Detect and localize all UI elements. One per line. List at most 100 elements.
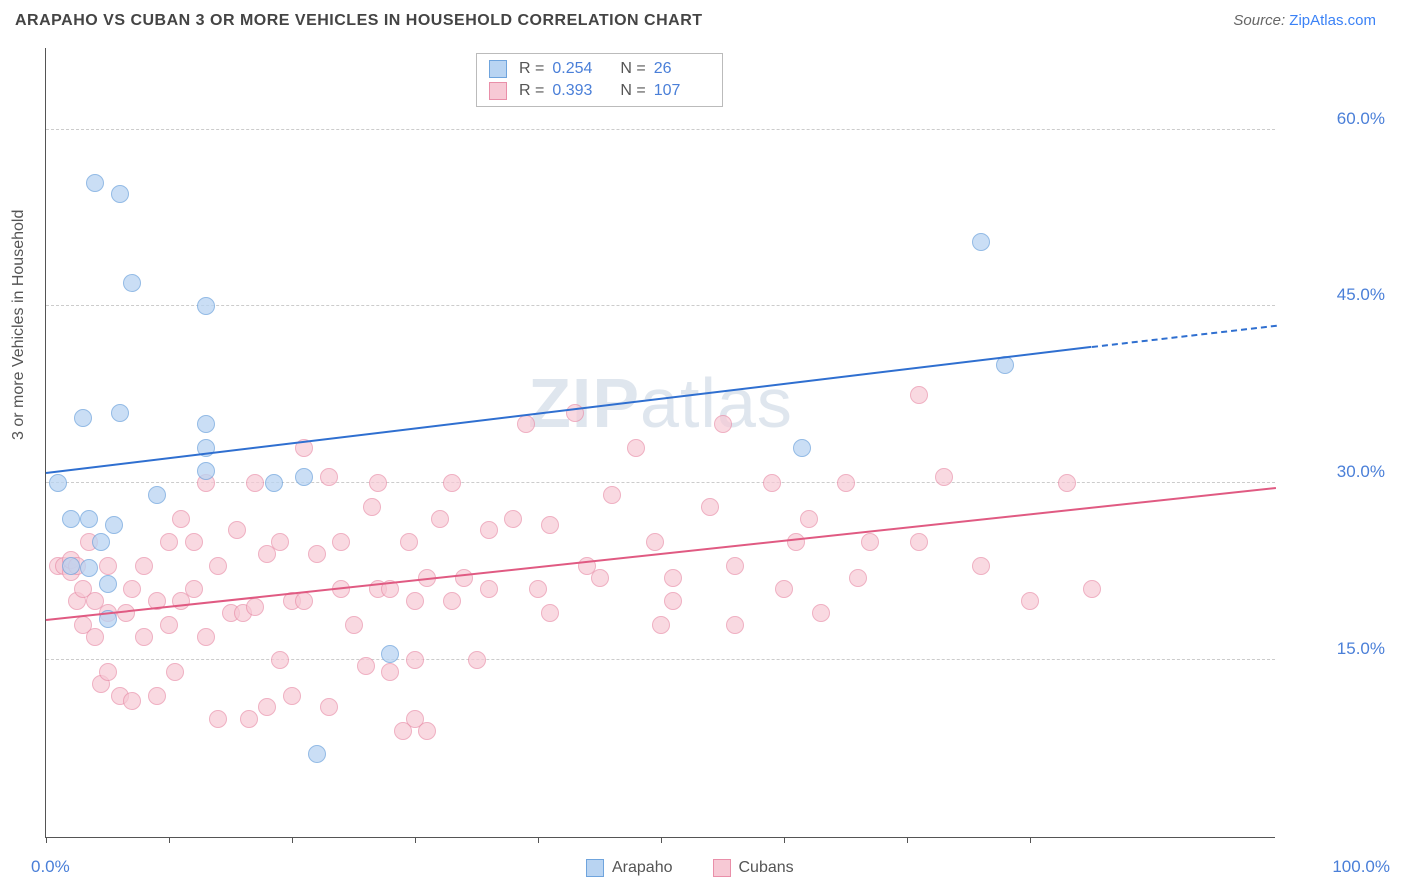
data-point-arapaho	[197, 415, 215, 433]
data-point-arapaho	[49, 474, 67, 492]
data-point-cubans	[935, 468, 953, 486]
data-point-cubans	[345, 616, 363, 634]
data-point-cubans	[228, 521, 246, 539]
data-point-cubans	[837, 474, 855, 492]
data-point-arapaho	[148, 486, 166, 504]
source-prefix: Source:	[1233, 12, 1289, 29]
x-tick	[661, 837, 662, 843]
data-point-cubans	[283, 687, 301, 705]
data-point-cubans	[517, 415, 535, 433]
data-point-arapaho	[265, 474, 283, 492]
y-tick-label: 30.0%	[1285, 462, 1385, 482]
data-point-arapaho	[80, 510, 98, 528]
data-point-cubans	[357, 657, 375, 675]
gridline	[46, 129, 1275, 130]
data-point-cubans	[271, 533, 289, 551]
data-point-cubans	[166, 663, 184, 681]
data-point-cubans	[308, 545, 326, 563]
data-point-cubans	[504, 510, 522, 528]
data-point-cubans	[209, 557, 227, 575]
data-point-cubans	[123, 580, 141, 598]
swatch-arapaho	[489, 60, 507, 78]
data-point-cubans	[209, 710, 227, 728]
n-value-cubans: 107	[654, 82, 710, 100]
n-label: N =	[620, 60, 645, 78]
data-point-cubans	[381, 663, 399, 681]
data-point-cubans	[763, 474, 781, 492]
data-point-cubans	[652, 616, 670, 634]
x-tick	[784, 837, 785, 843]
legend-item-cubans: Cubans	[713, 859, 794, 877]
correlation-legend: R = 0.254 N = 26 R = 0.393 N = 107	[476, 53, 723, 107]
data-point-cubans	[240, 710, 258, 728]
data-point-cubans	[591, 569, 609, 587]
data-point-arapaho	[105, 516, 123, 534]
data-point-arapaho	[111, 404, 129, 422]
data-point-cubans	[787, 533, 805, 551]
data-point-cubans	[775, 580, 793, 598]
data-point-cubans	[443, 474, 461, 492]
data-point-cubans	[910, 386, 928, 404]
data-point-arapaho	[62, 557, 80, 575]
x-tick	[1030, 837, 1031, 843]
x-min-label: 0.0%	[31, 857, 70, 877]
trend-line	[46, 487, 1276, 621]
data-point-arapaho	[197, 297, 215, 315]
y-tick-label: 60.0%	[1285, 109, 1385, 129]
data-point-cubans	[99, 663, 117, 681]
trend-line	[1091, 324, 1276, 347]
data-point-arapaho	[99, 575, 117, 593]
x-tick	[907, 837, 908, 843]
data-point-arapaho	[92, 533, 110, 551]
data-point-arapaho	[972, 233, 990, 251]
data-point-arapaho	[123, 274, 141, 292]
data-point-cubans	[172, 510, 190, 528]
data-point-cubans	[480, 580, 498, 598]
legend-item-arapaho: Arapaho	[586, 859, 673, 877]
data-point-cubans	[664, 569, 682, 587]
n-label: N =	[620, 82, 645, 100]
trend-line	[46, 346, 1092, 474]
data-point-arapaho	[197, 462, 215, 480]
data-point-cubans	[443, 592, 461, 610]
y-tick-label: 15.0%	[1285, 639, 1385, 659]
x-tick	[538, 837, 539, 843]
gridline	[46, 659, 1275, 660]
x-max-label: 100.0%	[1332, 857, 1390, 877]
data-point-cubans	[603, 486, 621, 504]
data-point-cubans	[271, 651, 289, 669]
data-point-cubans	[849, 569, 867, 587]
r-label: R =	[519, 60, 544, 78]
scatter-chart: ZIPatlas R = 0.254 N = 26 R = 0.393 N = …	[45, 48, 1275, 838]
data-point-cubans	[320, 698, 338, 716]
data-point-arapaho	[86, 174, 104, 192]
swatch-cubans	[489, 82, 507, 100]
data-point-cubans	[197, 628, 215, 646]
data-point-cubans	[332, 533, 350, 551]
data-point-cubans	[160, 616, 178, 634]
gridline	[46, 305, 1275, 306]
data-point-arapaho	[62, 510, 80, 528]
data-point-cubans	[185, 533, 203, 551]
x-tick	[169, 837, 170, 843]
data-point-cubans	[320, 468, 338, 486]
data-point-cubans	[135, 628, 153, 646]
data-point-cubans	[406, 651, 424, 669]
source-link[interactable]: ZipAtlas.com	[1289, 12, 1376, 29]
data-point-arapaho	[793, 439, 811, 457]
data-point-cubans	[1083, 580, 1101, 598]
data-point-cubans	[529, 580, 547, 598]
chart-source: Source: ZipAtlas.com	[1233, 12, 1376, 29]
data-point-cubans	[468, 651, 486, 669]
legend-label-arapaho: Arapaho	[612, 859, 673, 877]
data-point-cubans	[148, 687, 166, 705]
data-point-cubans	[455, 569, 473, 587]
data-point-cubans	[406, 592, 424, 610]
data-point-cubans	[664, 592, 682, 610]
data-point-cubans	[295, 592, 313, 610]
data-point-arapaho	[308, 745, 326, 763]
data-point-cubans	[972, 557, 990, 575]
n-value-arapaho: 26	[654, 60, 710, 78]
data-point-cubans	[800, 510, 818, 528]
data-point-cubans	[363, 498, 381, 516]
